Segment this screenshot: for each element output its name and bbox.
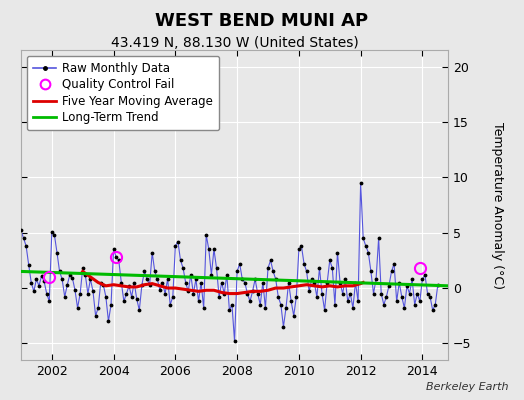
Y-axis label: Temperature Anomaly (°C): Temperature Anomaly (°C) — [491, 122, 504, 288]
Title: 43.419 N, 88.130 W (United States): 43.419 N, 88.130 W (United States) — [111, 36, 358, 50]
Text: Berkeley Earth: Berkeley Earth — [426, 382, 508, 392]
Text: WEST BEND MUNI AP: WEST BEND MUNI AP — [156, 12, 368, 30]
Legend: Raw Monthly Data, Quality Control Fail, Five Year Moving Average, Long-Term Tren: Raw Monthly Data, Quality Control Fail, … — [27, 56, 219, 130]
